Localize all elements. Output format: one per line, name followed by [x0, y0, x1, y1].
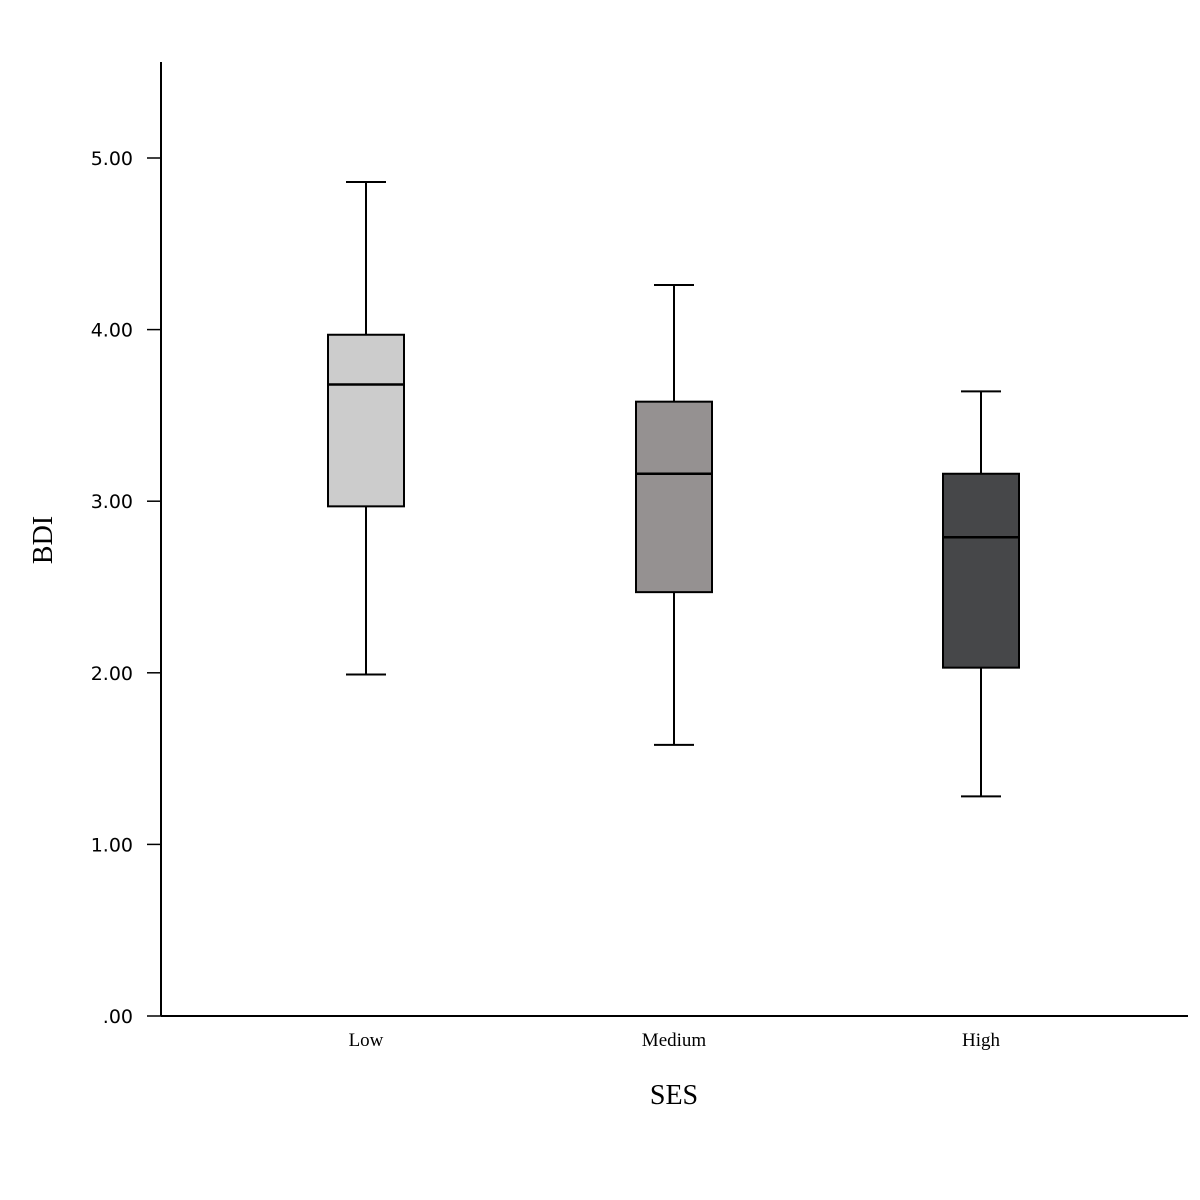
y-tick-label: 2.00 [91, 663, 133, 685]
box-low [327, 181, 405, 676]
iqr-box [635, 400, 713, 594]
x-tick-label: Medium [642, 1030, 707, 1051]
x-tick-label: High [962, 1030, 1001, 1051]
y-tick-label: 3.00 [91, 491, 133, 513]
x-tick-label: Low [349, 1030, 384, 1051]
y-tick-label: 5.00 [91, 148, 133, 170]
box-high [942, 390, 1020, 798]
box-medium [635, 283, 713, 746]
y-tick-label: 4.00 [91, 320, 133, 342]
y-axis-ticks: .00 1.00 2.00 3.00 4.00 5.00 [91, 148, 161, 1028]
y-tick-label: 1.00 [91, 834, 133, 856]
iqr-box [327, 333, 405, 508]
iqr-box [942, 472, 1020, 669]
y-axis-title: BDI [28, 516, 59, 564]
x-axis-tick-labels: Low Medium High [349, 1030, 1001, 1051]
y-tick-label: .00 [103, 1006, 133, 1028]
x-axis-title: SES [650, 1080, 698, 1111]
plot-marks [327, 181, 1020, 798]
